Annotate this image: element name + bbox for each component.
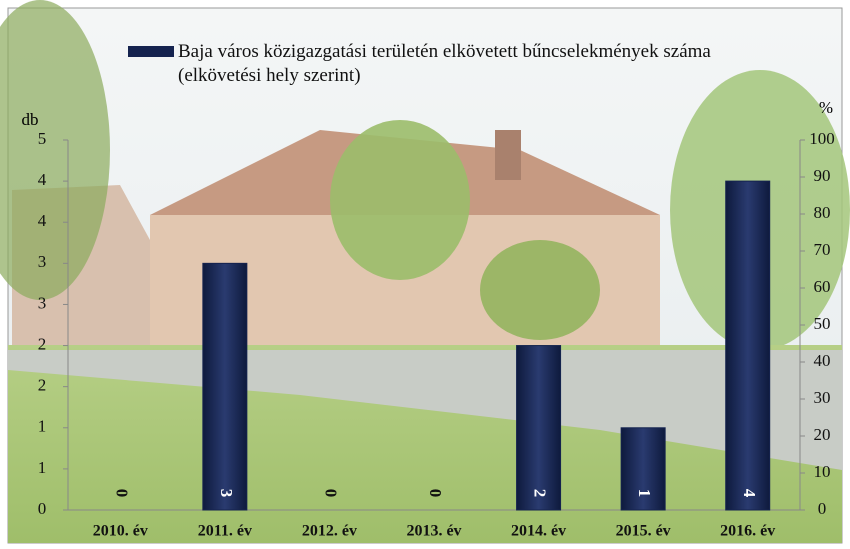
- y2-tick-label: 90: [814, 166, 831, 185]
- y2-tick-label: 20: [814, 425, 831, 444]
- legend-label: Baja város közigazgatási területén elköv…: [178, 41, 711, 86]
- x-tick-label: 2016. év: [720, 523, 775, 540]
- y2-tick-label: 50: [814, 314, 831, 333]
- data-label: 1: [635, 489, 654, 498]
- x-tick-label: 2014. év: [511, 523, 566, 540]
- legend-swatch: [128, 46, 174, 57]
- y-tick-label: 4: [38, 170, 47, 189]
- y-tick-label: 1: [38, 458, 47, 477]
- y-tick-label: 1: [38, 417, 47, 436]
- data-label: 0: [322, 489, 341, 498]
- bar: [725, 180, 771, 511]
- x-tick-label: 2013. év: [406, 523, 461, 540]
- y2-tick-label: 30: [814, 388, 831, 407]
- data-label: 4: [740, 489, 759, 498]
- y2-tick-label: 10: [814, 462, 831, 481]
- y2-axis-title: %: [819, 98, 833, 117]
- x-tick-label: 2010. év: [93, 523, 148, 540]
- y-tick-label: 4: [38, 211, 47, 230]
- y-tick-label: 5: [38, 129, 47, 148]
- y2-tick-label: 70: [814, 240, 831, 259]
- y2-tick-label: 100: [809, 129, 835, 148]
- y2-tick-label: 0: [818, 499, 827, 518]
- data-label: 2: [531, 489, 550, 498]
- legend: Baja város közigazgatási területén elköv…: [128, 40, 728, 88]
- bar: [516, 345, 562, 511]
- data-label: 0: [112, 489, 131, 498]
- data-label: 0: [426, 489, 445, 498]
- x-tick-label: 2015. év: [616, 523, 671, 540]
- y2-tick-label: 40: [814, 351, 831, 370]
- y-axis-title: db: [22, 110, 39, 129]
- y-tick-label: 3: [38, 293, 47, 312]
- data-label: 3: [217, 489, 236, 498]
- y-tick-label: 2: [38, 376, 47, 395]
- y2-tick-label: 60: [814, 277, 831, 296]
- x-tick-label: 2012. év: [302, 523, 357, 540]
- y2-tick-label: 80: [814, 203, 831, 222]
- bar: [202, 262, 248, 511]
- y-tick-label: 0: [38, 499, 47, 518]
- y-tick-label: 2: [38, 334, 47, 353]
- y-tick-label: 3: [38, 252, 47, 271]
- bar: [620, 427, 666, 511]
- x-tick-label: 2011. év: [198, 523, 252, 540]
